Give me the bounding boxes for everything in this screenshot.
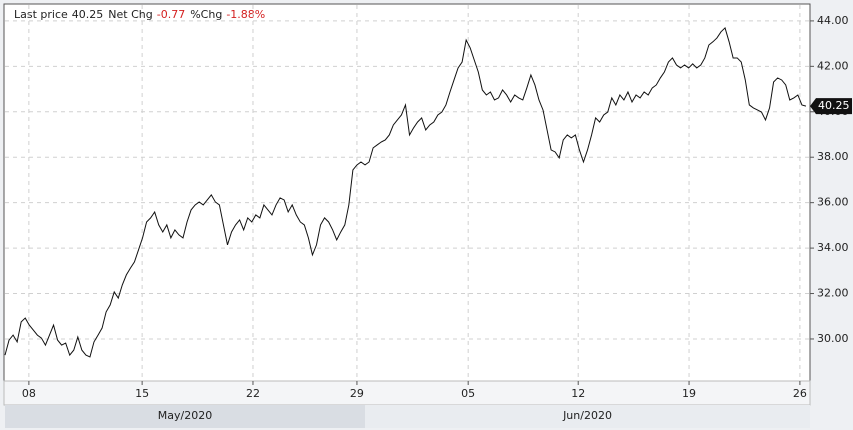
y-tick-label: 44.00 xyxy=(817,14,849,27)
header-value: -0.77 xyxy=(157,8,185,21)
x-tick-label: 08 xyxy=(22,387,36,400)
x-tick-label: 12 xyxy=(571,387,585,400)
y-tick-label: 42.00 xyxy=(817,59,849,72)
x-tick-label: 05 xyxy=(461,387,475,400)
y-tick-label: 36.00 xyxy=(817,196,849,209)
header-label: %Chg xyxy=(190,8,222,21)
x-tick-label: 15 xyxy=(135,387,149,400)
header-value: 40.25 xyxy=(72,8,104,21)
x-axis-band xyxy=(3,380,811,406)
period-label: Jun/2020 xyxy=(562,409,612,422)
header: Last price 40.25 Net Chg -0.77 %Chg -1.88% xyxy=(14,8,265,21)
price-line xyxy=(4,27,807,358)
period-band xyxy=(5,405,366,428)
period-band xyxy=(365,405,810,428)
x-tick-label: 19 xyxy=(682,387,696,400)
y-tick-label: 32.00 xyxy=(817,287,849,300)
last-price-label: 40.25 xyxy=(818,99,850,112)
header-label: Last price xyxy=(14,8,68,21)
period-label: May/2020 xyxy=(158,409,212,422)
y-tick-label: 34.00 xyxy=(817,241,849,254)
header-label: Net Chg xyxy=(108,8,152,21)
y-tick-label: 30.00 xyxy=(817,332,849,345)
x-tick-label: 26 xyxy=(793,387,807,400)
y-tick-label: 38.00 xyxy=(817,150,849,163)
x-tick-label: 29 xyxy=(350,387,364,400)
x-tick-label: 22 xyxy=(246,387,260,400)
header-value: -1.88% xyxy=(226,8,265,21)
last-price-box xyxy=(810,98,852,115)
